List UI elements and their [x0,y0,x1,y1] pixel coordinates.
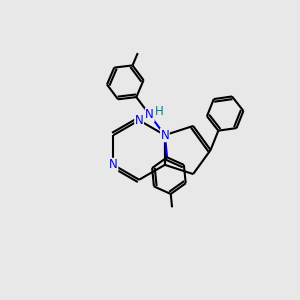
Text: N: N [109,158,118,171]
Text: N: N [145,108,154,122]
Text: N: N [135,114,143,127]
Text: N: N [160,129,169,142]
Text: H: H [155,105,164,118]
